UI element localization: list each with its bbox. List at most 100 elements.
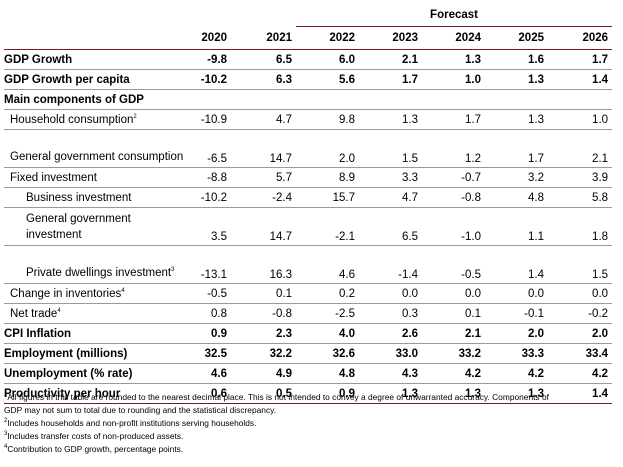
table-cell: 1.0 bbox=[548, 109, 613, 130]
table-cell: 4.7 bbox=[231, 109, 296, 130]
year-header-row: 2020 2021 2022 2023 2024 2025 2026 bbox=[4, 26, 613, 50]
footnote-marker: 2 bbox=[133, 113, 137, 120]
table-cell: 14.7 bbox=[231, 129, 296, 168]
table-row: Fixed investment -8.8 5.7 8.9 3.3 -0.7 3.2 3.9 bbox=[4, 167, 613, 188]
table-cell: 1.4 bbox=[485, 245, 548, 284]
table-cell: 4.8 bbox=[485, 187, 548, 208]
table-cell: 1.1 bbox=[485, 207, 548, 246]
forecast-header-row: Forecast bbox=[4, 4, 613, 27]
footnote-text: GDP may not sum to total due to rounding… bbox=[4, 405, 277, 415]
row-label-text: Unemployment (% rate) bbox=[4, 367, 133, 380]
table-cell: 2.3 bbox=[231, 323, 296, 344]
footnote-text: Contribution to GDP growth, percentage p… bbox=[7, 444, 184, 454]
table-cell: -0.8 bbox=[231, 303, 296, 324]
table-cell: 0.3 bbox=[359, 303, 422, 324]
table-cell bbox=[189, 89, 231, 110]
table-cell: 1.3 bbox=[359, 383, 422, 404]
table-cell: 0.6 bbox=[189, 383, 231, 404]
row-label: GDP Growth per capita bbox=[4, 69, 189, 90]
footnote-text: Includes households and non-profit insti… bbox=[7, 418, 257, 428]
row-label-text: Private dwellings investment bbox=[26, 267, 172, 279]
table-cell: 33.3 bbox=[485, 343, 548, 364]
table-cell: -6.5 bbox=[189, 129, 231, 168]
table-cell: 0.0 bbox=[485, 283, 548, 304]
table-cell: 2.1 bbox=[359, 49, 422, 70]
table-cell: -2.4 bbox=[231, 187, 296, 208]
table-cell: -2.5 bbox=[296, 303, 359, 324]
forecast-table: Forecast 2020 2021 2022 2023 2024 2025 2… bbox=[4, 4, 613, 404]
table-cell: 4.8 bbox=[296, 363, 359, 384]
table-cell: -9.8 bbox=[189, 49, 231, 70]
footnote-marker: 4 bbox=[121, 287, 125, 294]
table-cell: 0.0 bbox=[548, 283, 613, 304]
table-cell: -0.2 bbox=[548, 303, 613, 324]
row-label: Employment (millions) bbox=[4, 343, 189, 364]
table-cell: 2.1 bbox=[422, 323, 485, 344]
table-cell: 4.7 bbox=[359, 187, 422, 208]
footnote-mark: 4 bbox=[4, 444, 8, 451]
forecast-label: Forecast bbox=[296, 4, 613, 27]
table-cell: 0.5 bbox=[231, 383, 296, 404]
table-cell: 0.1 bbox=[422, 303, 485, 324]
row-label-text: GDP Growth bbox=[4, 53, 73, 66]
table-cell: 16.3 bbox=[231, 245, 296, 284]
table-cell: 2.0 bbox=[296, 129, 359, 168]
table-row: CPI Inflation 0.9 2.3 4.0 2.6 2.1 2.0 2.0 bbox=[4, 323, 613, 344]
year-header: 2024 bbox=[422, 26, 485, 50]
table-cell: 1.6 bbox=[485, 49, 548, 70]
table-row: GDP Growth -9.8 6.5 6.0 2.1 1.3 1.6 1.7 bbox=[4, 49, 613, 70]
table-cell: 0.2 bbox=[296, 283, 359, 304]
table-cell: 5.6 bbox=[296, 69, 359, 90]
row-label-text: Change in inventories bbox=[10, 287, 122, 300]
year-header: 2026 bbox=[548, 26, 613, 50]
table-row: Change in inventories4 -0.5 0.1 0.2 0.0 0.0 0.… bbox=[4, 283, 613, 304]
year-header: 2025 bbox=[485, 26, 548, 50]
table-cell: 4.2 bbox=[485, 363, 548, 384]
table-cell: 4.0 bbox=[296, 323, 359, 344]
table-row: General government consumption -6.5 14.7 2.… bbox=[4, 129, 613, 168]
table-cell: 33.4 bbox=[548, 343, 613, 364]
table-cell: 9.8 bbox=[296, 109, 359, 130]
row-label: Household consumption2 bbox=[4, 109, 189, 130]
table-row: Private dwellings investment3 -13.1 16.3 4.… bbox=[4, 245, 613, 284]
table-cell: -1.4 bbox=[359, 245, 422, 284]
year-header: 2023 bbox=[359, 26, 422, 50]
year-header: 2020 bbox=[189, 26, 231, 50]
table-cell: -13.1 bbox=[189, 245, 231, 284]
table-cell: 32.2 bbox=[231, 343, 296, 364]
row-label: General government investment bbox=[4, 207, 189, 246]
table-cell: -0.7 bbox=[422, 167, 485, 188]
table-row: Employment (millions) 32.5 32.2 32.6 33.0 33.… bbox=[4, 343, 613, 364]
table-cell: 1.3 bbox=[422, 49, 485, 70]
footnote-mark: 2 bbox=[4, 418, 8, 425]
table-cell: -2.1 bbox=[296, 207, 359, 246]
table-cell bbox=[422, 89, 485, 110]
table-cell bbox=[231, 89, 296, 110]
footnote-text: All figures in this table are rounded to… bbox=[7, 392, 549, 402]
row-label-text: General government consumption bbox=[10, 151, 184, 163]
table-cell: 1.3 bbox=[485, 109, 548, 130]
year-header: 2022 bbox=[296, 26, 359, 50]
table-row: Business investment -10.2 -2.4 15.7 4.7 -0.8 4… bbox=[4, 187, 613, 208]
table-cell: 6.0 bbox=[296, 49, 359, 70]
table-cell: 1.4 bbox=[548, 383, 613, 404]
row-label: Change in inventories4 bbox=[4, 283, 189, 304]
table-cell: 0.9 bbox=[296, 383, 359, 404]
footnote-text: Includes transfer costs of non-produced … bbox=[7, 431, 184, 441]
table-cell: 15.7 bbox=[296, 187, 359, 208]
footnote-marker: 4 bbox=[57, 307, 61, 314]
footnotes: 1All figures in this table are rounded t… bbox=[4, 391, 616, 456]
year-header: 2021 bbox=[231, 26, 296, 50]
table-cell: 1.7 bbox=[422, 109, 485, 130]
table-cell: 33.0 bbox=[359, 343, 422, 364]
table-cell: 5.7 bbox=[231, 167, 296, 188]
table-row: Net trade4 0.8 -0.8 -2.5 0.3 0.1 -0.1 -0.2 bbox=[4, 303, 613, 324]
table-cell: 0.8 bbox=[189, 303, 231, 324]
table-cell: 1.7 bbox=[485, 129, 548, 168]
table-cell: 3.3 bbox=[359, 167, 422, 188]
table-cell: 32.5 bbox=[189, 343, 231, 364]
row-label-text: Fixed investment bbox=[10, 171, 97, 184]
table-row: General government investment 3.5 14.7 -2.1… bbox=[4, 207, 613, 246]
table-cell: 1.5 bbox=[548, 245, 613, 284]
table-cell: 1.3 bbox=[485, 69, 548, 90]
